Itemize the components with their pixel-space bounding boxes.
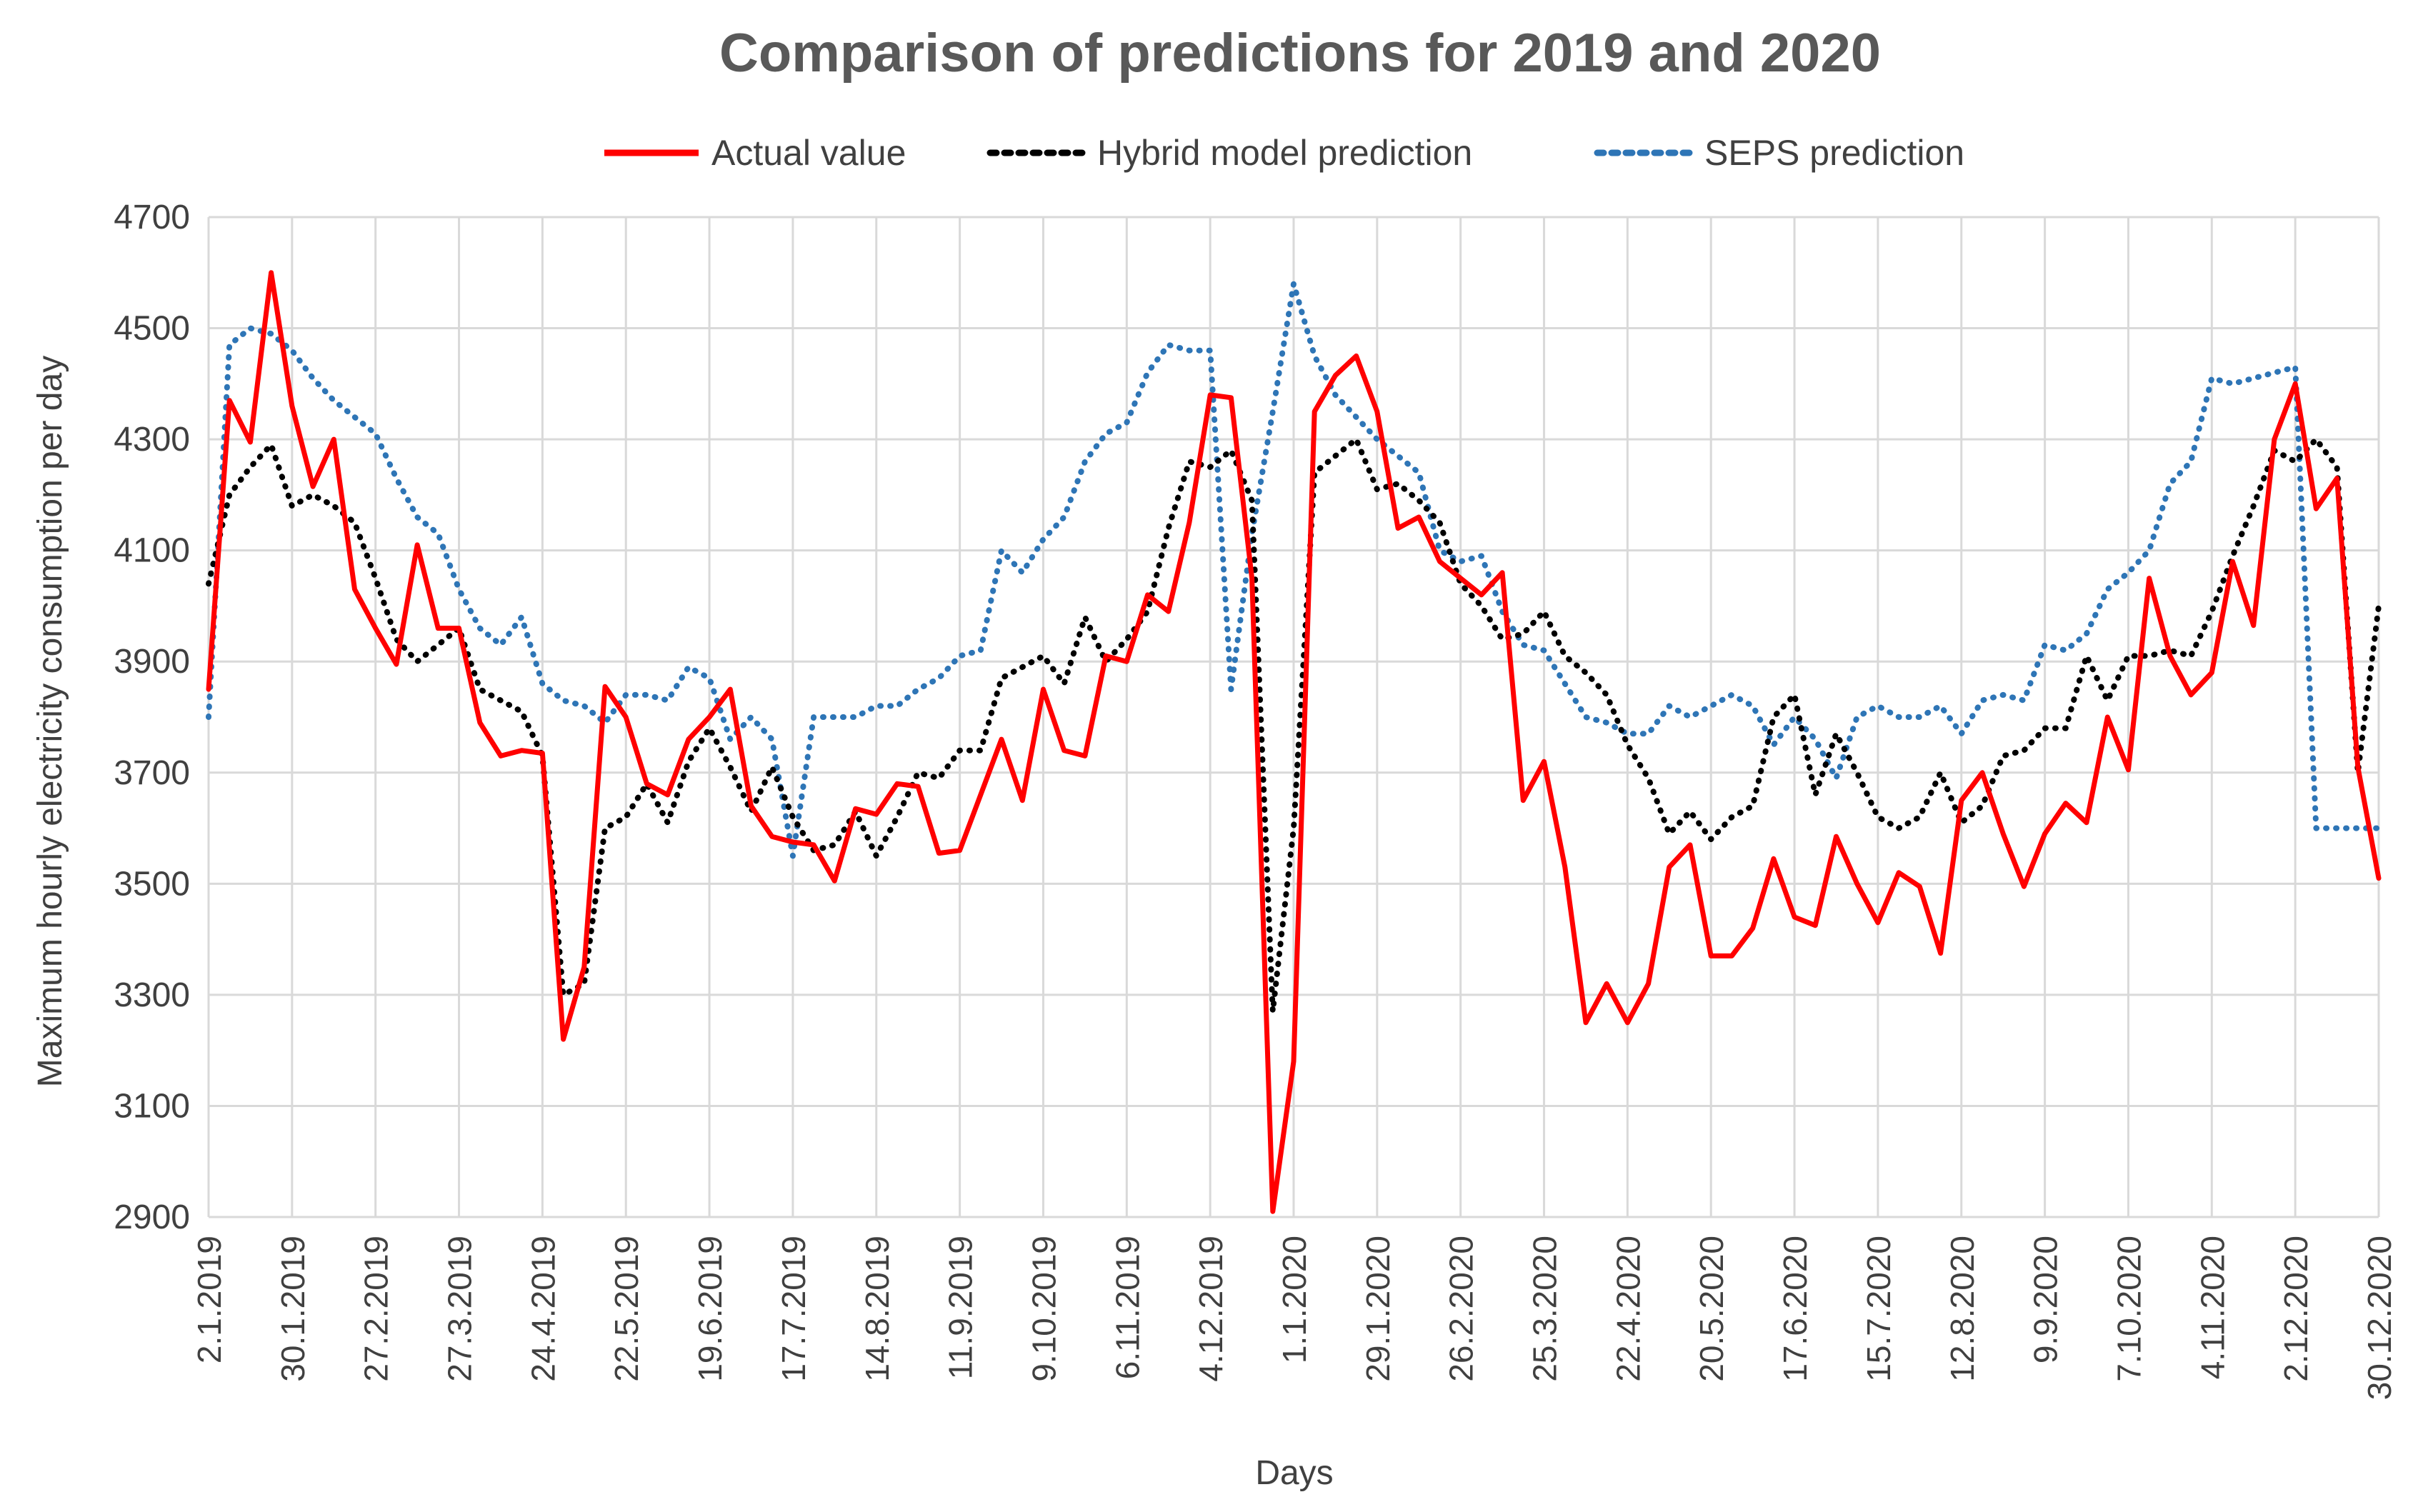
x-tick-label: 7.10.2020 bbox=[2110, 1236, 2147, 1382]
y-tick-label: 2900 bbox=[114, 1198, 190, 1236]
x-tick-label: 17.6.2020 bbox=[1777, 1236, 1814, 1382]
x-tick-label: 2.1.2019 bbox=[191, 1236, 228, 1363]
legend-label-actual: Actual value bbox=[711, 133, 906, 173]
legend: Actual value Hybrid model prediction SEP… bbox=[604, 133, 1964, 173]
x-tick-label: 27.3.2019 bbox=[441, 1236, 479, 1382]
x-tick-label: 24.4.2019 bbox=[524, 1236, 561, 1382]
x-tick-label: 19.6.2019 bbox=[691, 1236, 729, 1382]
series-line-seps-prediction bbox=[206, 281, 2382, 859]
series-line-actual-value bbox=[206, 270, 2382, 1214]
series-lines bbox=[206, 270, 2382, 1214]
y-axis-ticks: 2900 3100 3300 3500 3700 3900 4100 4300 4500 4700 bbox=[114, 199, 190, 1236]
x-tick-label: 6.11.2019 bbox=[1109, 1236, 1146, 1379]
y-tick-label: 3100 bbox=[114, 1087, 190, 1125]
x-tick-label: 27.2.2019 bbox=[358, 1236, 395, 1382]
y-tick-label: 4100 bbox=[114, 532, 190, 570]
y-axis-title: Maximum hourly electricity consumption p… bbox=[31, 356, 69, 1087]
x-tick-label: 30.1.2019 bbox=[274, 1236, 311, 1382]
y-tick-label: 3900 bbox=[114, 643, 190, 681]
chart-title: Comparison of predictions for 2019 and 2… bbox=[719, 23, 1881, 84]
y-tick-label: 4300 bbox=[114, 421, 190, 459]
x-tick-label: 29.1.2020 bbox=[1359, 1236, 1397, 1382]
x-tick-label: 11.9.2019 bbox=[942, 1236, 979, 1379]
y-tick-label: 4500 bbox=[114, 310, 190, 348]
x-tick-label: 25.3.2020 bbox=[1527, 1236, 1564, 1382]
x-axis-title: Days bbox=[1255, 1454, 1333, 1492]
x-tick-label: 9.9.2020 bbox=[2027, 1236, 2064, 1363]
x-axis-ticks: 2.1.2019 30.1.2019 27.2.2019 27.3.2019 24.4.… bbox=[191, 1236, 2398, 1400]
y-tick-label: 4700 bbox=[114, 199, 190, 236]
x-tick-label: 12.8.2020 bbox=[1944, 1236, 1981, 1382]
y-tick-label: 3300 bbox=[114, 976, 190, 1014]
x-tick-label: 20.5.2020 bbox=[1693, 1236, 1730, 1382]
y-tick-label: 3700 bbox=[114, 754, 190, 792]
y-tick-label: 3500 bbox=[114, 865, 190, 903]
x-tick-label: 4.12.2019 bbox=[1192, 1236, 1229, 1382]
x-tick-label: 4.11.2020 bbox=[2194, 1236, 2231, 1379]
x-tick-label: 1.1.2020 bbox=[1276, 1236, 1313, 1363]
x-tick-label: 17.7.2019 bbox=[775, 1236, 812, 1382]
legend-label-seps: SEPS prediction bbox=[1704, 133, 1964, 173]
x-tick-label: 22.4.2020 bbox=[1609, 1236, 1647, 1382]
gridlines bbox=[207, 216, 2380, 1218]
x-tick-label: 9.10.2019 bbox=[1025, 1236, 1062, 1382]
series-line-hybrid-model-prediction bbox=[206, 436, 2382, 1015]
x-tick-label: 22.5.2019 bbox=[608, 1236, 645, 1382]
legend-label-hybrid: Hybrid model prediction bbox=[1097, 133, 1472, 173]
x-tick-label: 14.8.2019 bbox=[859, 1236, 896, 1382]
x-tick-label: 15.7.2020 bbox=[1860, 1236, 1897, 1382]
x-tick-label: 26.2.2020 bbox=[1443, 1236, 1480, 1382]
x-tick-label: 2.12.2020 bbox=[2277, 1236, 2314, 1382]
x-tick-label: 30.12.2020 bbox=[2361, 1236, 2398, 1400]
